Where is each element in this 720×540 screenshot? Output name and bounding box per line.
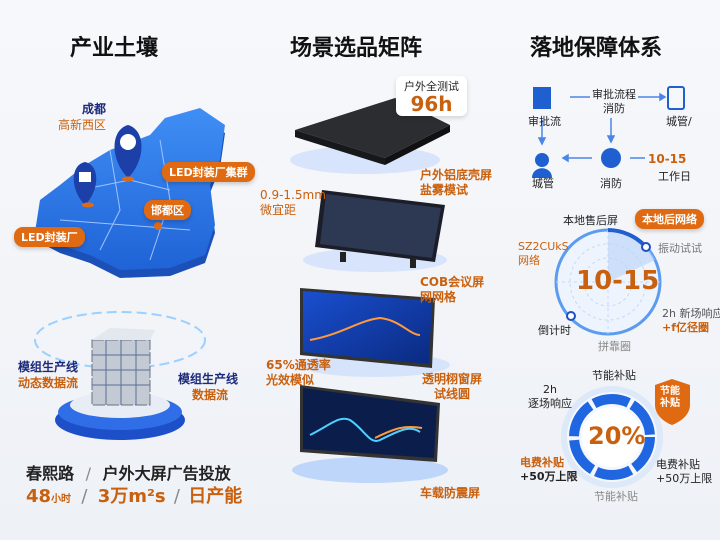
panel3-left-line: 光效模似 [266, 373, 315, 387]
donut-right-bottom-label: 电费补贴 +50万上限 [656, 458, 712, 486]
stats-use: 户外大屏广告投放 [102, 464, 231, 483]
radar-right-top-label: 振动试试 [658, 242, 702, 255]
panel3-right-line: 透明栩窗屏 [422, 372, 483, 386]
shield-icon [655, 379, 690, 425]
radar-badge: 本地后网络 [635, 209, 704, 229]
radar-top-label: 本地售后屏 [563, 214, 618, 227]
radar-left-bottom-label: 倒计时 [538, 324, 571, 337]
radar-gauge [554, 228, 662, 336]
stats-capacity: 日产能 [188, 486, 243, 507]
test-badge-label: 户外全测试 [404, 80, 459, 93]
flow-node-approval: 审批流 [528, 115, 561, 128]
stats-separator: / [81, 486, 88, 507]
flow-node-fire: 消防 [600, 177, 622, 190]
stats-row1: 春熙路 / 户外大屏广告投放 [26, 460, 231, 484]
stats-location: 春熙路 [26, 464, 75, 483]
donut-left-bottom-line: 电费补贴 [520, 456, 564, 469]
shield-line: 补贴 [660, 398, 680, 409]
firefighting-icon [601, 148, 621, 168]
flow-days-unit: 工作日 [658, 170, 691, 183]
cube-right-title: 模组生产线 [178, 372, 239, 386]
radar-bottom-label: 拼靠圈 [598, 340, 631, 353]
radar-value: 10-15 [576, 266, 660, 296]
map-pin-icon [73, 162, 97, 208]
radar-left-top-line: 网络 [518, 254, 540, 267]
radar-left-top-line: SZ2CUkS [518, 240, 569, 253]
panel3-right-line: 试线圆 [434, 387, 471, 401]
stats-hours-unit: 小时 [51, 494, 72, 505]
donut-left-bottom-line: +50万上限 [520, 470, 578, 483]
flow-center-line: 消防 [603, 102, 625, 115]
building-icon [533, 87, 551, 109]
panel2-right-line: 网网格 [420, 290, 457, 304]
panel1-label: 户外铝底壳屏 盐雾模试 [420, 168, 492, 198]
panel2-left-line: 微宜距 [260, 203, 297, 217]
radar-right-bottom-line: +f亿径圈 [662, 321, 710, 334]
stats-row2: 48小时 / 3万m²s / 日产能 [26, 482, 242, 508]
panel2-left-label: 0.9-1.5mm 微宜距 [260, 188, 326, 218]
donut-left-bottom-label: 电费补贴 +50万上限 [520, 456, 578, 484]
panel-vehicle-screen [292, 385, 448, 483]
cube-left-title: 模组生产线 [18, 360, 79, 374]
map-cluster-pill: LED封装厂集群 [162, 162, 255, 182]
cube-left-sub: 动态数据流 [18, 376, 79, 390]
donut-right-bottom-line: 电费补贴 [656, 458, 700, 471]
map-factory-pill: LED封装厂 [14, 227, 85, 247]
person-icon [535, 153, 549, 167]
panel2-left-line: 0.9-1.5mm [260, 188, 326, 202]
test-badge: 户外全测试 96h [396, 76, 467, 116]
map-city-label: 成都 [82, 102, 107, 116]
map-dot [154, 222, 162, 230]
panel3-right-label: 透明栩窗屏 试线圆 [422, 372, 482, 402]
donut-gauge [561, 386, 663, 488]
stats-hours: 48 [26, 486, 52, 507]
test-badge-value: 96h [410, 92, 453, 116]
panel3-left-line: 65%通透率 [266, 358, 331, 372]
donut-value: 20% [588, 422, 646, 450]
panel2-right-line: COB会议屏 [420, 275, 485, 289]
clipboard-icon [667, 86, 685, 110]
cube-right-sub: 数据流 [192, 388, 229, 402]
panel1-label-line: 户外铝底壳屏 [420, 168, 493, 182]
flow-node-city: 城管/ [666, 115, 692, 128]
cube-pedestal-icon [34, 311, 206, 440]
stats-separator: / [85, 464, 91, 483]
stats-separator: / [173, 486, 180, 507]
panel-transparent-screen [300, 288, 450, 377]
panel1-label-line: 盐雾模试 [420, 183, 469, 197]
radar-left-top-label: SZ2CUkS 网络 [518, 240, 569, 268]
flow-node-city2: 城管 [532, 177, 554, 190]
radar-right-bottom-label: 2h 新场响应 +f亿径圈 [662, 307, 720, 335]
person-body [532, 168, 552, 178]
donut-left-top-label: 2h 逐场响应 [528, 383, 572, 411]
flow-arrows [537, 92, 667, 163]
map-pin-icon [114, 125, 142, 182]
title-industry: 产业土壤 [70, 36, 159, 61]
shield-label: 节能 补贴 [660, 386, 680, 410]
panel2-right-label: COB会议屏 网网格 [420, 275, 484, 305]
radar-right-bottom-line: 2h 新场响应 [662, 307, 720, 320]
flow-days-value: 10-15 [648, 152, 687, 166]
title-scenarios: 场景选品矩阵 [290, 36, 423, 61]
donut-top-label: 节能补贴 [592, 369, 636, 382]
map-district-label: 高新西区 [58, 118, 107, 132]
donut-right-bottom-line: +50万上限 [656, 472, 713, 485]
flow-center-line: 审批流程 [592, 88, 636, 101]
map-district2-pill: 邯都区 [144, 200, 191, 220]
panel-cob-screen [303, 190, 447, 272]
title-assurance: 落地保障体系 [530, 36, 663, 61]
donut-left-top-line: 逐场响应 [528, 397, 572, 410]
panel3-left-label: 65%通透率 光效模似 [266, 358, 331, 388]
panel4-label: 车载防震屏 [420, 486, 481, 500]
shield-line: 节能 [660, 386, 680, 397]
donut-left-top-line: 2h [543, 383, 557, 396]
stats-area: 3万m²s [97, 486, 166, 507]
donut-bottom-label: 节能补贴 [594, 490, 638, 503]
flow-center-label: 审批流程 消防 [592, 88, 636, 116]
